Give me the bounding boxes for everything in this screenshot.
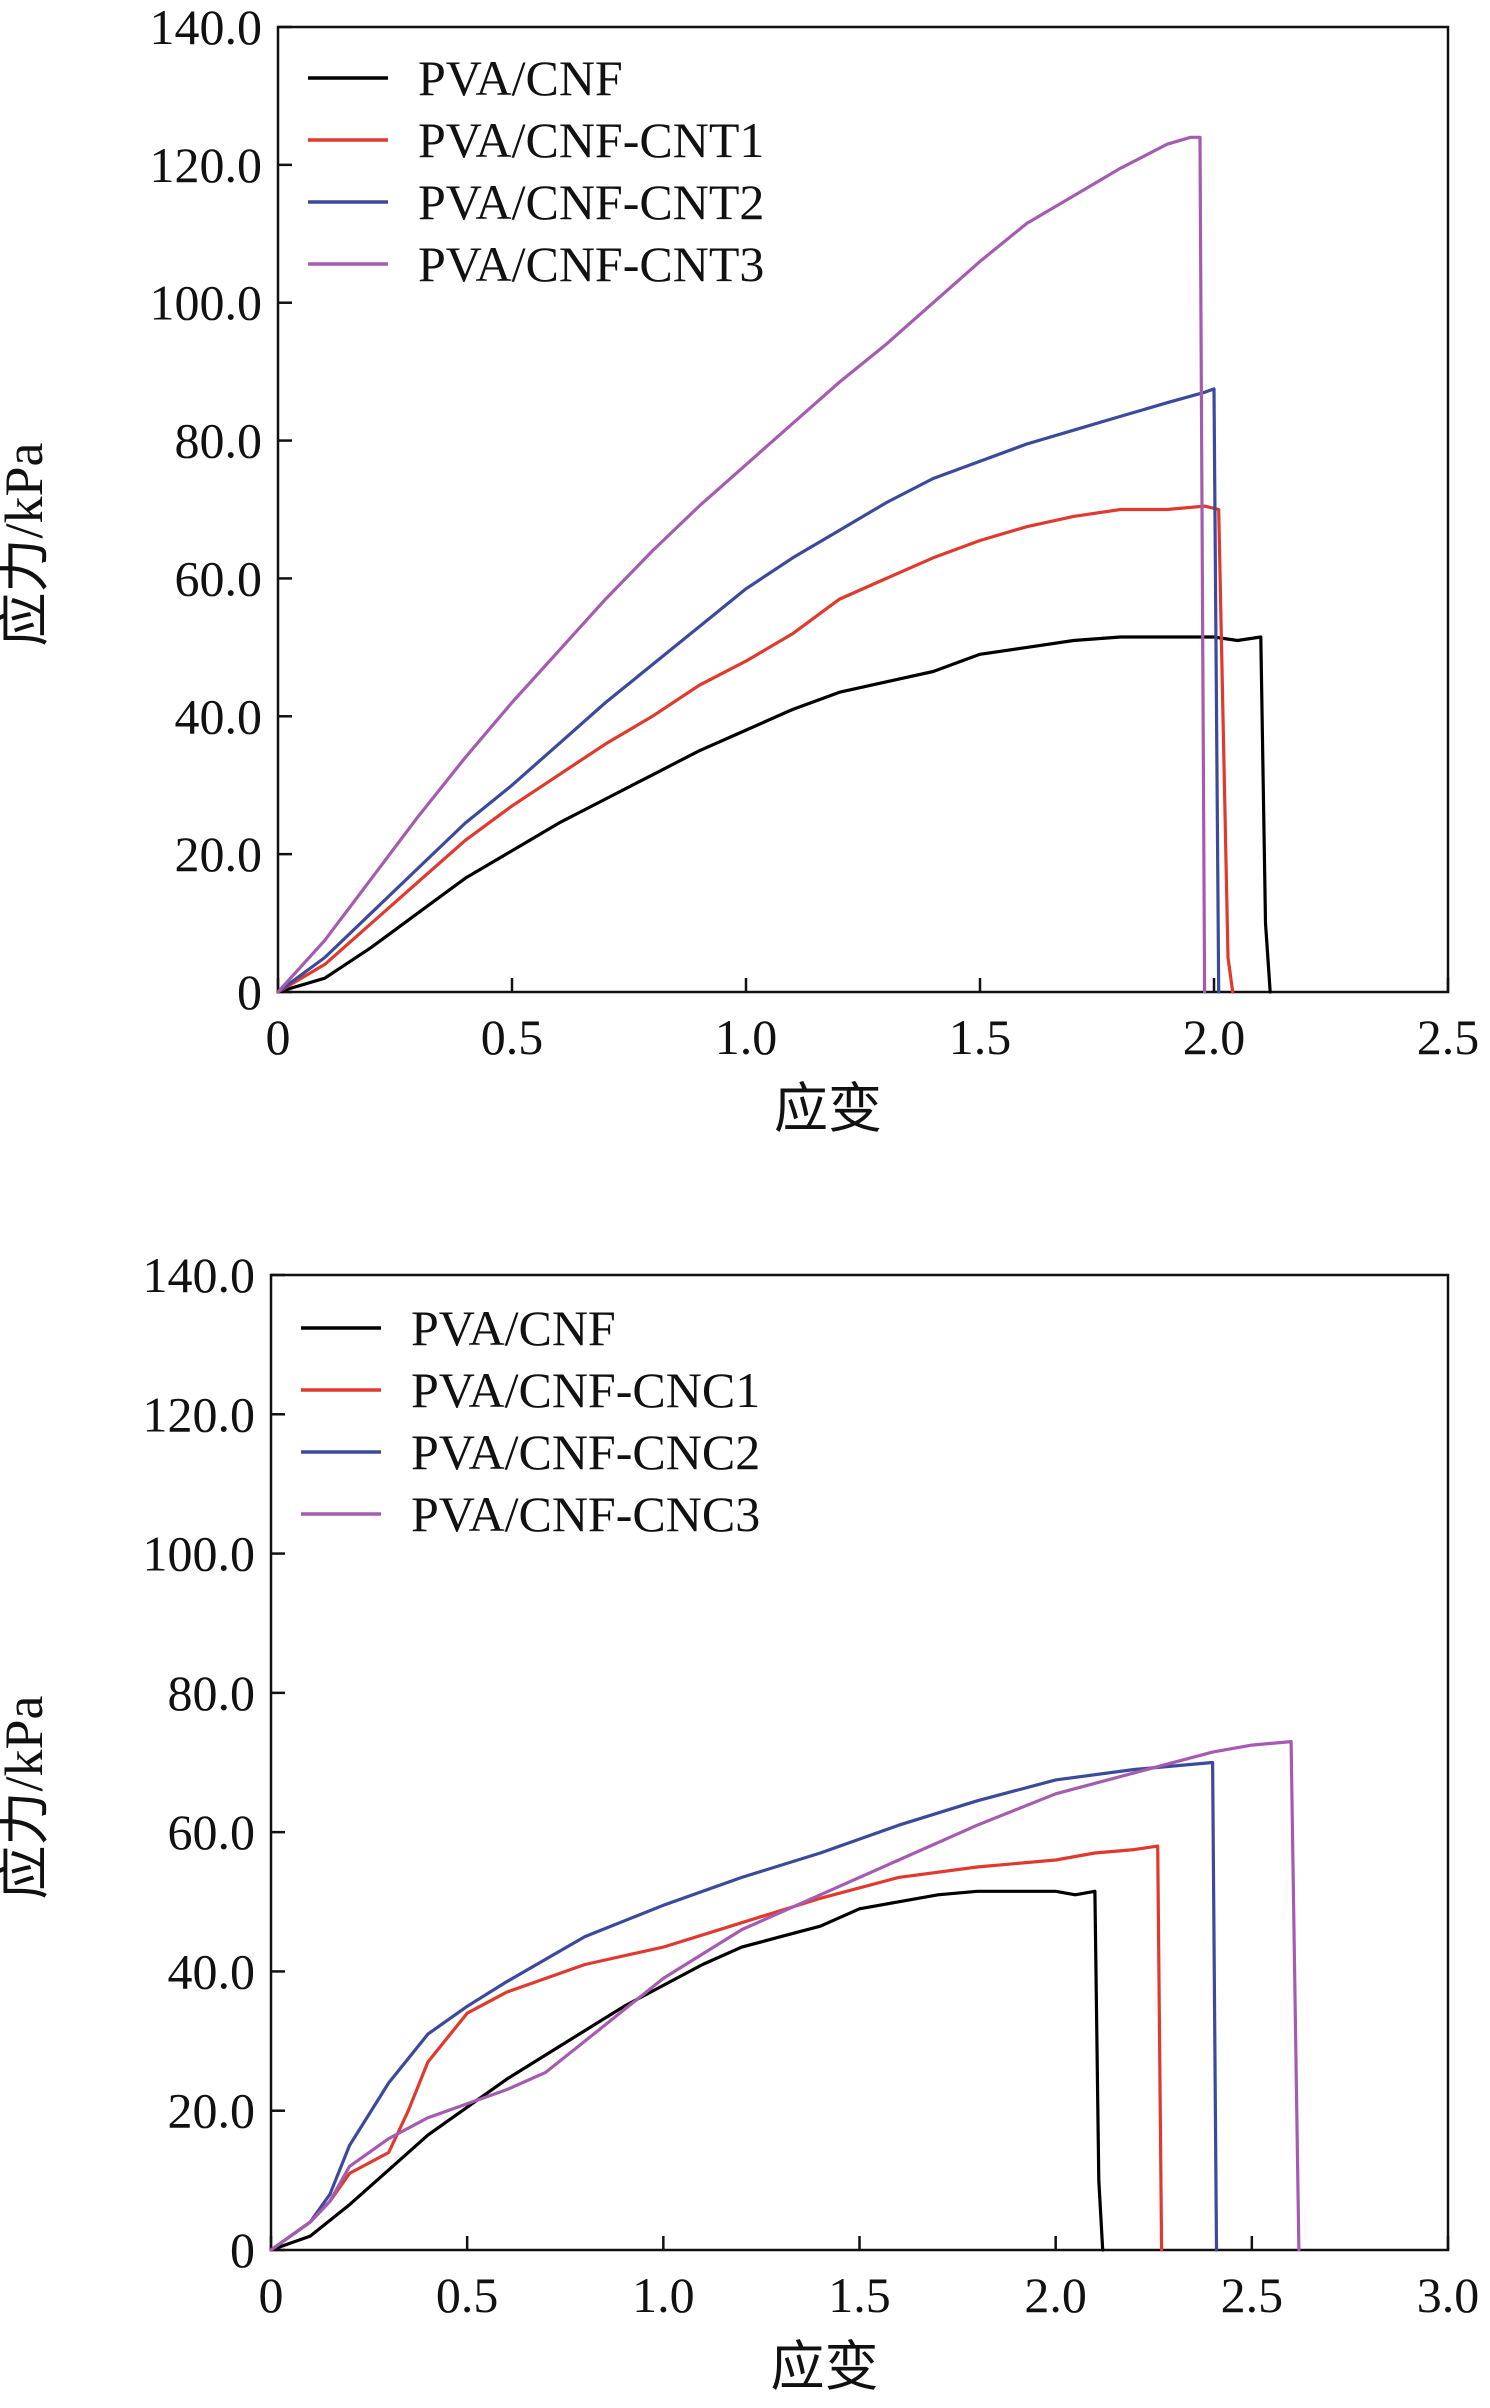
series-line-4 <box>276 135 1207 994</box>
y-tick-label: 120.0 <box>150 137 263 193</box>
x-tick-label: 1.5 <box>949 1009 1012 1065</box>
y-tick-label: 60.0 <box>175 550 263 606</box>
series-line-4 <box>269 1739 1301 2252</box>
y-tick-label: 20.0 <box>168 2083 256 2139</box>
y-tick-label: 40.0 <box>175 688 263 744</box>
y-tick-label: 60.0 <box>168 1804 256 1860</box>
plot-frame <box>276 25 1450 994</box>
y-tick-label: 20.0 <box>175 826 263 882</box>
legend-label: PVA/CNF-CNC1 <box>411 1362 760 1418</box>
legend-label: PVA/CNF <box>411 1300 616 1356</box>
chart-panel-2: 0 20.0 40.0 60.0 80.0 100.0 120.0 140.0 0 0.5 1.0 1… <box>0 1247 1479 2397</box>
plot-frame <box>269 1273 1450 2252</box>
x-tick-label: 1.0 <box>715 1009 778 1065</box>
legend-label: PVA/CNF <box>418 50 623 106</box>
x-tick-label: 2.5 <box>1221 2267 1284 2323</box>
series-line-2 <box>276 504 1235 994</box>
x-tick-label: 1.0 <box>632 2267 695 2323</box>
x-tick-label: 2.0 <box>1024 2267 1087 2323</box>
x-axis-title: 应变 <box>774 1079 882 1139</box>
legend-label: PVA/CNF-CNT3 <box>418 236 764 292</box>
y-tick-label: 100.0 <box>150 275 263 331</box>
x-tick-label: 2.5 <box>1417 1009 1480 1065</box>
y-tick-label: 0 <box>230 2222 255 2278</box>
x-tick-label: 1.5 <box>828 2267 891 2323</box>
chart-panel-1: 0 20.0 40.0 60.0 80.0 100.0 120.0 140.0 0 0.5 1.0 1… <box>0 0 1479 1139</box>
series-line-3 <box>269 1760 1219 2252</box>
legend: PVA/CNF PVA/CNF-CNC1 PVA/CNF-CNC2 PVA/CNF-C… <box>301 1300 760 1542</box>
y-axis-title: 应力/kPa <box>0 442 54 646</box>
x-tick-label: 0 <box>259 2267 284 2323</box>
series-line-2 <box>269 1844 1164 2252</box>
legend-label: PVA/CNF-CNT1 <box>418 112 764 168</box>
x-tick-label: 0 <box>266 1009 291 1065</box>
y-tick-label: 40.0 <box>168 1943 256 1999</box>
y-axis-title: 应力/kPa <box>0 1695 54 1899</box>
y-tick-label: 80.0 <box>168 1665 256 1721</box>
x-tick-label: 0.5 <box>436 2267 499 2323</box>
legend: PVA/CNF PVA/CNF-CNT1 PVA/CNF-CNT2 PVA/CNF-C… <box>308 50 764 292</box>
y-tick-label: 120.0 <box>143 1386 256 1442</box>
legend-label: PVA/CNF-CNT2 <box>418 174 764 230</box>
legend-label: PVA/CNF-CNC2 <box>411 1424 760 1480</box>
y-tick-label: 0 <box>237 964 262 1020</box>
x-tick-label: 2.0 <box>1183 1009 1246 1065</box>
series-line-3 <box>276 387 1221 994</box>
series-line-1 <box>269 1889 1105 2252</box>
x-tick-label: 0.5 <box>481 1009 544 1065</box>
y-tick-label: 80.0 <box>175 413 263 469</box>
series-line-1 <box>276 635 1272 994</box>
y-tick-label: 140.0 <box>143 1247 256 1303</box>
x-axis-title: 应变 <box>771 2337 879 2397</box>
x-tick-label: 3.0 <box>1417 2267 1480 2323</box>
y-tick-label: 140.0 <box>150 0 263 55</box>
y-tick-label: 100.0 <box>143 1526 256 1582</box>
legend-label: PVA/CNF-CNC3 <box>411 1486 760 1542</box>
